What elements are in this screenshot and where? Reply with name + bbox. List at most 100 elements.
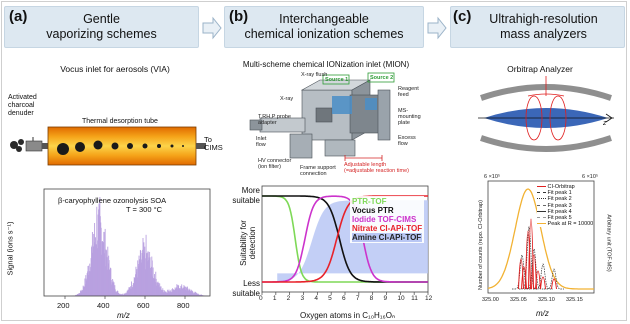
suit-xtick-8: 8 (369, 295, 374, 302)
legend-fit-peak-3: Fit peak 3 (537, 203, 593, 209)
label-tpr-probe: T,RH,P probe adapter (258, 114, 291, 126)
suitability-legend: PTR-TOF Vocus PTR Iodide TOF-CIMS Nitrat… (350, 196, 425, 243)
label-excess-flow: Excess flow (398, 135, 416, 147)
legend-fit-peak-2: Fit peak 2 (537, 196, 593, 202)
legend-fit-peak-5: Fit peak 5 (537, 215, 593, 221)
suit-xtick-4: 4 (314, 295, 318, 302)
fit-peak (512, 254, 532, 290)
label-frame-support: Frame support connection (300, 165, 336, 177)
orbitrap-peak (535, 270, 541, 290)
panel-letter-a: (a) (9, 8, 28, 25)
suit-xtick-11: 11 (411, 295, 418, 302)
suit-xtick-9: 9 (383, 295, 388, 302)
orbitrap-peak (551, 278, 557, 290)
arrow-icon (427, 16, 447, 40)
suit-xtick-0: 0 (259, 295, 263, 302)
orbitrap-legend: CI-Orbitrap Fit peak 1 Fit peak 2 Fit pe… (537, 184, 594, 228)
orbitrap-peak (540, 276, 546, 290)
orbitrap-z-label: z (603, 120, 607, 127)
label-source2: Source 2 (370, 75, 394, 81)
legend-fit-peak-4: Fit peak 4 (537, 209, 593, 215)
suit-xlabel: Oxygen atoms in C₁₀H₁₆Oₙ (300, 311, 396, 320)
orbi-xtick-3: 325.15 (566, 297, 583, 303)
suit-xtick-7: 7 (355, 295, 360, 302)
mion-inlet-diagram (249, 72, 395, 161)
orbi-xtick-0: 325.00 (482, 297, 499, 303)
denuder-label: Activated charcoal denuder (8, 94, 37, 117)
tof-peak (487, 188, 594, 290)
orbi-xtick-2: 325.10 (538, 297, 555, 303)
suit-xtick-5: 5 (328, 295, 332, 302)
orbi-ylabel-right: Arbitrary unit (TOF-MS) (605, 214, 612, 272)
suit-ytop-label: More suitable (232, 186, 260, 205)
mion-caption: Multi-scheme chemical IONization inlet (… (242, 60, 410, 69)
spectrum-annotation: β-caryophyllene ozonolysis SOA T = 300 °… (58, 196, 167, 214)
label-hv-connector: HV connector (ion filter) (258, 158, 292, 170)
panel-letter-b: (b) (229, 8, 249, 25)
header-b-line1: Interchangeable (279, 12, 369, 26)
suitability-x-ticks (261, 292, 429, 295)
header-c-line2: mass analyzers (500, 27, 587, 41)
suit-xtick-3: 3 (300, 295, 305, 302)
orbitrap-peak (525, 230, 531, 290)
thermal-desorption-diagram (10, 126, 206, 166)
header-c-line1: Ultrahigh-resolution (489, 12, 598, 26)
spectrum-xtick-200: 200 (57, 301, 70, 310)
legend-vocus-ptr: Vocus PTR (352, 206, 394, 215)
arrow-icon (202, 16, 222, 40)
suitability-curve (262, 195, 428, 283)
header-a-line2: vaporizing schemes (46, 27, 157, 41)
label-ms-mounting: MS-mounting plate (398, 108, 421, 126)
spectrum-xlabel: m/z (117, 311, 130, 320)
tube-label: Thermal desorption tube (82, 118, 158, 125)
suit-ylabel: Suitability for detection (239, 220, 257, 266)
spectrum-xtick-400: 400 (97, 301, 110, 310)
suit-xtick-12: 12 (425, 295, 433, 302)
suit-xtick-2: 2 (286, 295, 291, 302)
legend-fit-peak-1: Fit peak 1 (537, 190, 593, 196)
header-panel-c: Ultrahigh-resolution mass analyzers (450, 6, 625, 48)
header-b-line2: chemical ionization schemes (244, 27, 404, 41)
label-xray: X-ray (280, 96, 294, 102)
orbitrap-diagram (478, 76, 614, 152)
orbi-ylabel-left: Number of counts (repo. CI-Orbitrap) (477, 200, 484, 290)
fit-peak (519, 226, 539, 290)
legend-ptr-tof: PTR-TOF (352, 197, 387, 206)
legend-peak-r10000: Peak at R = 10000 (537, 221, 593, 227)
spectrum-x-ticks (64, 296, 186, 299)
orbitrap-peak (518, 258, 524, 290)
spectrum-chart (43, 188, 211, 299)
header-a-line1: Gentle (83, 12, 120, 26)
spectrum-ylabel: Signal (ions s⁻¹) (5, 221, 15, 276)
legend-iodide: Iodide TOF-CIMS (352, 215, 417, 224)
suit-ybottom-label: Less suitable (232, 279, 260, 298)
orbi-xtick-1: 325.05 (510, 297, 527, 303)
header-panel-b: Interchangeable chemical ionization schem… (224, 6, 424, 48)
orbitrap-peak (531, 254, 537, 290)
to-cims-label: To CIMS (204, 135, 223, 152)
suit-xtick-6: 6 (342, 295, 346, 302)
header-panel-a: Gentle vaporizing schemes (4, 6, 199, 48)
legend-amine: Amine CI-APi-TOF (352, 233, 423, 242)
label-reagent-feed: Reagent feed (398, 86, 419, 98)
via-caption: Vocus inlet for aerosols (VIA) (60, 64, 170, 74)
suit-xtick-10: 10 (397, 295, 405, 302)
legend-nitrate: Nitrate CI-APi-TOF (352, 224, 423, 233)
orbitrap-peaks (487, 188, 594, 290)
spectrum-xtick-600: 600 (137, 301, 150, 310)
orbi-scale-left: 6 ×10⁵ (484, 174, 501, 180)
spectrum-xtick-800: 800 (177, 301, 190, 310)
label-xray-flush: X-ray flush (301, 72, 328, 78)
suit-xtick-1: 1 (272, 295, 277, 302)
legend-ci-orbitrap: CI-Orbitrap (537, 184, 593, 190)
orbi-xlabel: m/z (536, 309, 549, 318)
aerosol-particles-icon (10, 139, 24, 152)
spectrum-bars (65, 197, 210, 296)
panel-letter-c: (c) (453, 8, 472, 25)
label-source1: Source 1 (325, 77, 349, 83)
label-inlet-flow: Inlet flow (256, 136, 267, 148)
fit-peak (544, 268, 564, 290)
label-adjustable-length: Adjustable length (=adjustable reaction t… (344, 162, 409, 174)
orbitrap-caption: Orbitrap Analyzer (507, 64, 573, 74)
